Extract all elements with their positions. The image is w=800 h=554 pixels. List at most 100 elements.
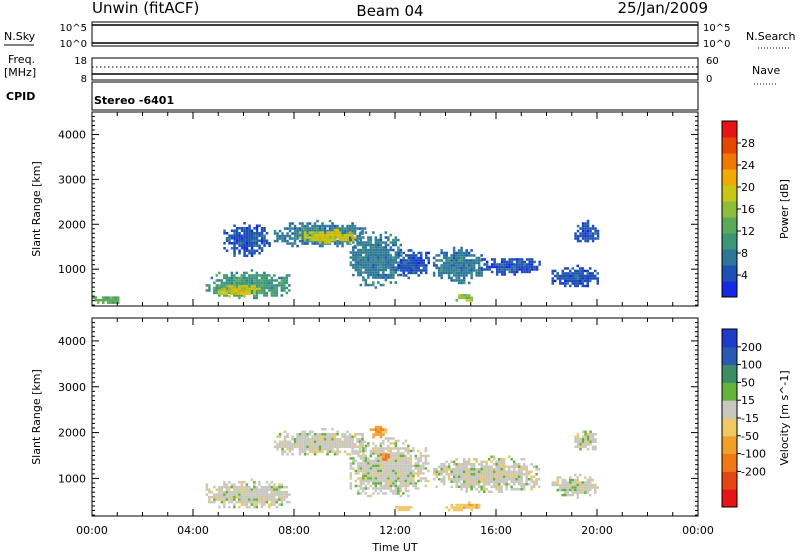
scatter-cell <box>248 505 251 509</box>
scatter-cell <box>584 277 587 280</box>
scatter-cell <box>399 479 403 483</box>
scatter-cell <box>586 269 589 273</box>
scatter-cell <box>384 482 388 485</box>
scatter-cell <box>467 460 471 463</box>
scatter-cell <box>374 479 378 483</box>
scatter-cell <box>397 479 400 483</box>
scatter-cell <box>240 287 244 291</box>
scatter-cell <box>515 470 518 473</box>
scatter-cell <box>296 229 299 233</box>
scatter-cell <box>453 506 456 509</box>
scatter-cell <box>362 474 365 478</box>
scatter-cell <box>530 478 533 481</box>
scatter-cell <box>275 498 279 501</box>
scatter-cell <box>253 294 256 297</box>
scatter-cell <box>280 279 284 282</box>
scatter-cell <box>377 482 380 485</box>
scatter-cell <box>333 450 337 453</box>
scatter-cell <box>92 296 95 299</box>
scatter-cell <box>230 292 234 296</box>
scatter-cell <box>407 467 410 470</box>
scatter-cell <box>586 440 590 443</box>
scatter-cell <box>260 229 264 232</box>
scatter-cell <box>584 232 587 235</box>
scatter-cell <box>584 438 587 441</box>
scatter-cell <box>268 485 271 489</box>
scatter-cell <box>250 291 254 295</box>
scatter-cell <box>273 498 276 501</box>
scatter-cell <box>405 261 408 265</box>
scatter-cell <box>353 435 357 438</box>
scatter-cell <box>397 469 400 473</box>
scatter-cell <box>447 256 451 260</box>
scatter-cell <box>407 474 410 478</box>
scatter-cell <box>397 266 400 270</box>
scatter-region <box>299 228 357 244</box>
scatter-cell <box>394 479 398 483</box>
scatter-cell <box>374 246 378 249</box>
scatter-cell <box>397 474 400 478</box>
scatter-cell <box>372 248 375 252</box>
scatter-cell <box>245 285 249 288</box>
scatter-cell <box>425 269 428 272</box>
scatter-cell <box>417 449 420 453</box>
scatter-cell <box>596 272 599 275</box>
scatter-cell <box>286 453 289 456</box>
scatter-cell <box>313 242 317 245</box>
scatter-cell <box>452 473 456 476</box>
scatter-cell <box>298 448 302 451</box>
scatter-cell <box>500 490 503 493</box>
scatter-cell <box>457 473 461 476</box>
scatter-cell <box>412 251 415 255</box>
scatter-cell <box>255 498 259 501</box>
scatter-cell <box>346 438 349 441</box>
scatter-cell <box>458 294 461 297</box>
scatter-cell <box>341 233 344 237</box>
colorbar-swatch <box>722 153 737 170</box>
scatter-cell <box>329 231 332 234</box>
y-tick-label: 3000 <box>58 173 86 186</box>
scatter-cell <box>250 500 254 504</box>
scatter-cell <box>387 469 390 473</box>
scatter-region <box>273 428 367 456</box>
scatter-cell <box>223 276 226 280</box>
scatter-cell <box>338 443 342 446</box>
scatter-cell <box>286 239 289 243</box>
scatter-cell <box>107 301 110 304</box>
scatter-cell <box>359 243 363 247</box>
scatter-cell <box>382 433 385 436</box>
scatter-cell <box>245 239 249 242</box>
scatter-cell <box>248 229 251 232</box>
scatter-cell <box>581 274 584 278</box>
scatter-cell <box>475 470 478 473</box>
scatter-cell <box>364 459 368 463</box>
scatter-cell <box>225 279 229 282</box>
scatter-cell <box>372 428 375 431</box>
scatter-cell <box>404 482 408 485</box>
scatter-cell <box>384 462 388 465</box>
scatter-cell <box>462 483 466 486</box>
scatter-cell <box>500 258 504 261</box>
scatter-cell <box>564 284 567 288</box>
scatter-cell <box>387 487 390 490</box>
scatter-cell <box>492 458 496 461</box>
scatter-cell <box>233 285 236 288</box>
scatter-cell <box>258 252 261 255</box>
scatter-cell <box>208 286 211 290</box>
scatter-cell <box>463 294 466 297</box>
scatter-cell <box>218 286 221 290</box>
scatter-cell <box>475 480 478 483</box>
scatter-cell <box>369 494 373 498</box>
scatter-cell <box>296 227 299 230</box>
scatter-cell <box>311 236 314 239</box>
scatter-cell <box>460 503 463 507</box>
scatter-cell <box>270 490 274 494</box>
scatter-cell <box>407 447 410 450</box>
scatter-cell <box>586 274 589 278</box>
scatter-cell <box>359 479 363 483</box>
scatter-cell <box>551 279 554 283</box>
scatter-cell <box>243 285 246 288</box>
scatter-cell <box>260 281 264 285</box>
scatter-cell <box>465 254 468 257</box>
scatter-cell <box>407 472 410 475</box>
